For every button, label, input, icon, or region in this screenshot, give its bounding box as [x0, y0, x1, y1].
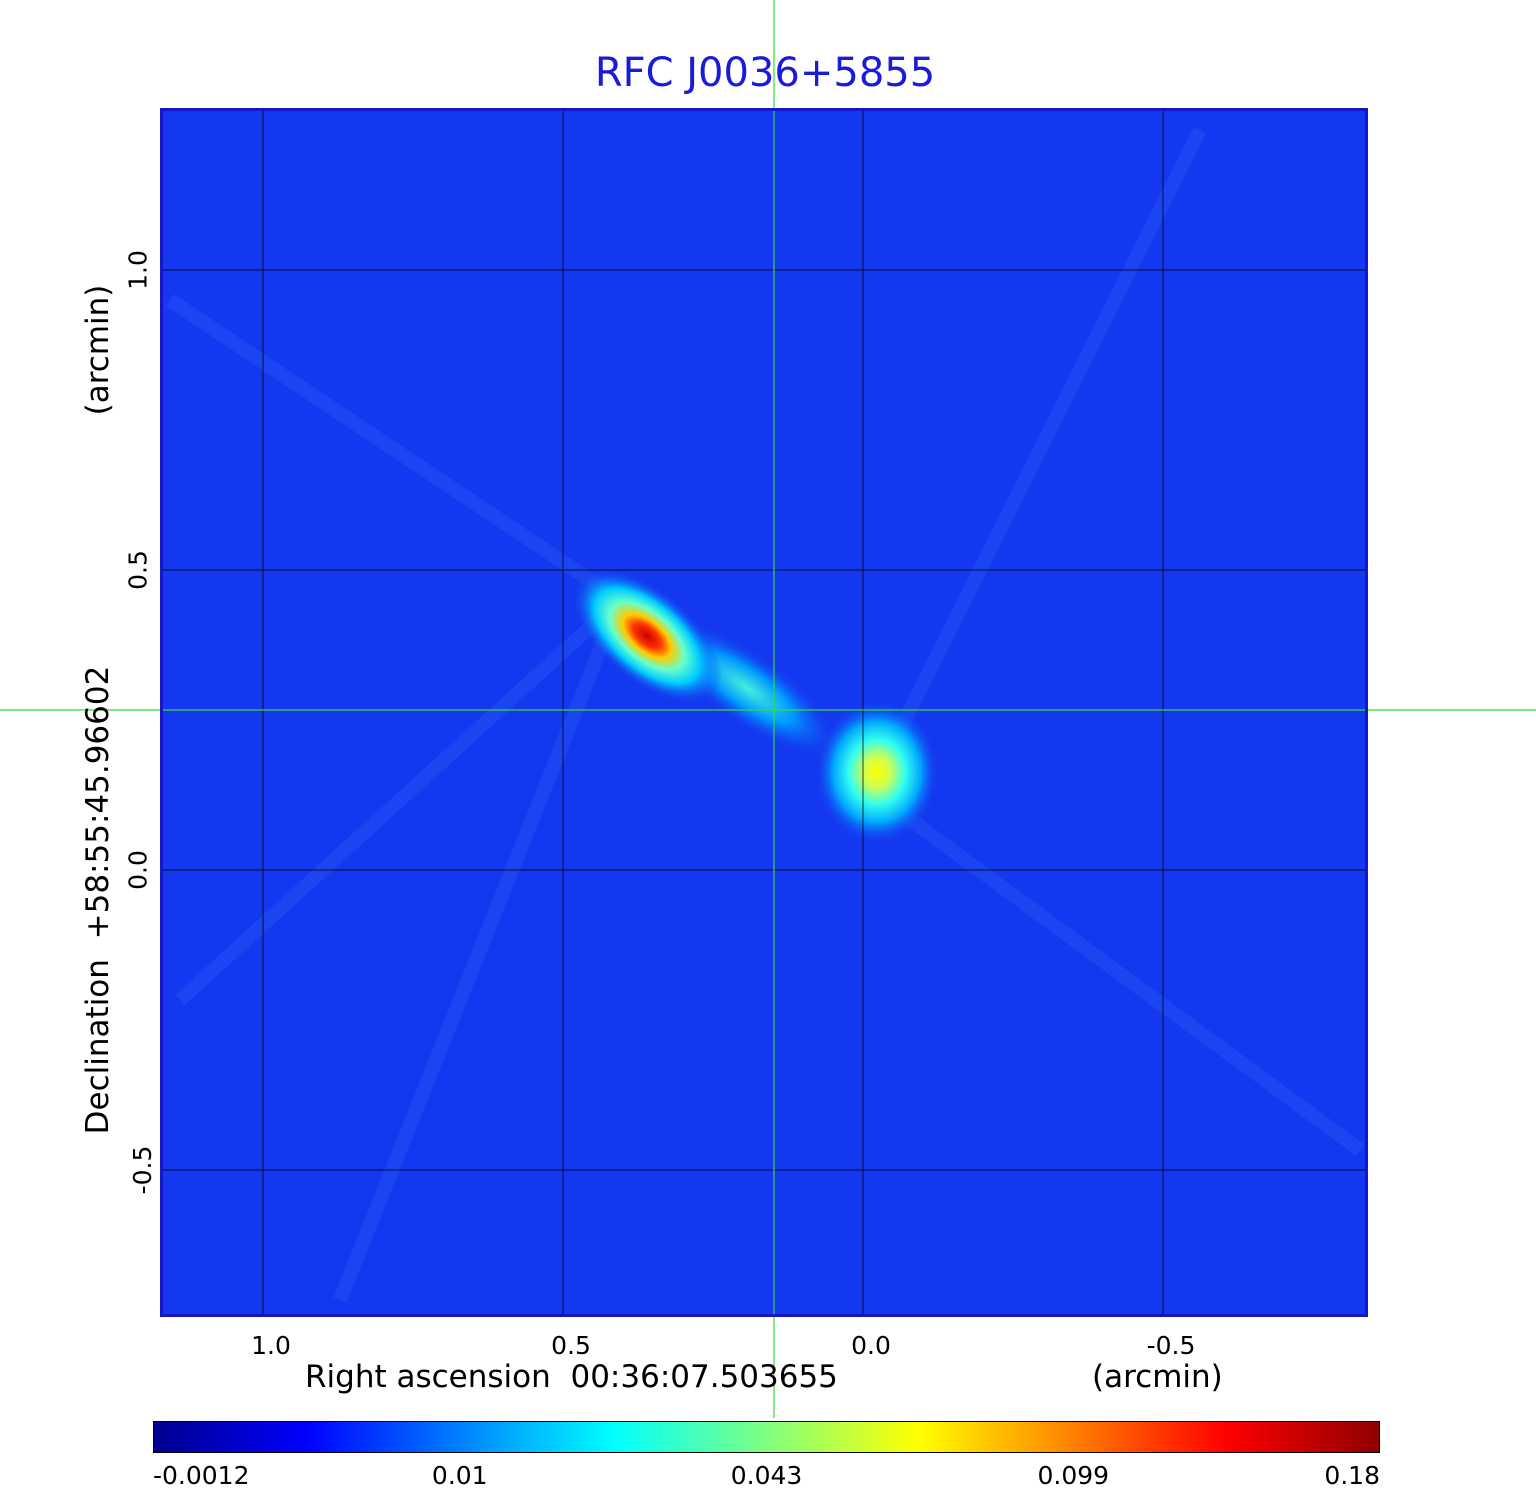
y-tick-label: -0.5 — [127, 1145, 157, 1195]
colorbar-tick-label: 0.01 — [431, 1461, 488, 1490]
y-tick-label: 0.5 — [123, 550, 153, 590]
colorbar — [153, 1421, 1380, 1453]
x-tick-label: 0.0 — [851, 1331, 891, 1360]
colorbar-tick-label: 0.18 — [1324, 1461, 1380, 1490]
x-axis-unit: (arcmin) — [1092, 1359, 1223, 1395]
plot-title: RFC J0036+5855 — [594, 50, 936, 96]
colorbar-tick-label: 0.099 — [1037, 1461, 1110, 1490]
south-west-component — [815, 700, 939, 844]
colorbar-tick-label: 0.043 — [730, 1461, 803, 1490]
colorbar-tick-label: -0.0012 — [153, 1461, 250, 1490]
x-tick-label: -0.5 — [1146, 1331, 1196, 1360]
north-east-component — [571, 568, 723, 704]
x-axis-label: Right ascension 00:36:07.503655 — [305, 1359, 838, 1395]
y-axis-unit: (arcmin) — [80, 284, 116, 416]
plot-frame — [160, 108, 1368, 1317]
x-tick-label: 0.5 — [551, 1331, 591, 1360]
emission-components — [571, 568, 939, 844]
y-tick-label: 0.0 — [123, 850, 153, 890]
y-axis-label: Declination +58:55:45.96602 — [80, 665, 116, 1135]
x-tick-label: 1.0 — [251, 1331, 291, 1360]
crosshair — [0, 0, 1536, 1418]
coordinate-grid — [163, 111, 1366, 1314]
y-tick-label: 1.0 — [123, 250, 153, 290]
sidelobe-streaks — [166, 126, 1365, 1303]
